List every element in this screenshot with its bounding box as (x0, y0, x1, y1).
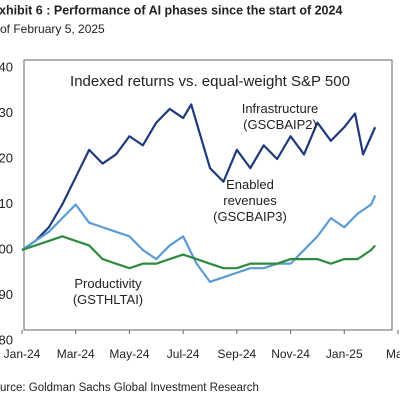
x-tick-label: Jul-24 (167, 347, 200, 361)
x-tick-label: Jan-24 (4, 347, 41, 361)
series-label: Enabled revenues (GSCBAIP3) (213, 177, 287, 224)
x-tick-label: Mar-24 (57, 347, 95, 361)
y-tick-label: 140 (0, 59, 13, 74)
inner-title: Indexed returns vs. equal-weight S&P 500 (70, 73, 350, 90)
x-tick-label: Nov-24 (271, 347, 310, 361)
series-line (21, 235, 376, 270)
y-tick-label: 100 (0, 241, 13, 256)
y-tick-label: 90 (0, 287, 13, 302)
series-label: Productivity (GSTHLTAI) (73, 276, 143, 307)
x-tick-label: Sep-24 (218, 347, 257, 361)
series-label-line: Productivity (74, 276, 142, 291)
y-tick-label: 110 (0, 196, 13, 211)
series-label-line: Enabled (226, 177, 274, 192)
x-tick-label: Jan-25 (326, 347, 363, 361)
chart-title: xhibit 6 : Performance of AI phases sinc… (0, 3, 342, 17)
series-label-line: (GSTHLTAI) (73, 292, 143, 307)
plot-box (23, 59, 393, 331)
y-tick-label: 80 (0, 332, 13, 347)
chart-subtitle: of February 5, 2025 (0, 22, 105, 36)
y-tick-label: 130 (0, 105, 13, 120)
series-label-line: Infrastructure (242, 101, 319, 116)
y-tick-label: 120 (0, 150, 13, 165)
x-tick-label: May-24 (109, 347, 149, 361)
series-line (21, 103, 377, 251)
series-label-line: (GSCBAIP2) (243, 117, 317, 132)
source: urce: Goldman Sachs Global Investment Re… (0, 382, 259, 394)
series-label-line: (GSCBAIP3) (213, 209, 287, 224)
series-line (21, 194, 377, 283)
series-label: Infrastructure (GSCBAIP2) (242, 101, 319, 132)
series-label-line: revenues (223, 193, 277, 208)
x-tick-label: Mar (386, 347, 400, 361)
